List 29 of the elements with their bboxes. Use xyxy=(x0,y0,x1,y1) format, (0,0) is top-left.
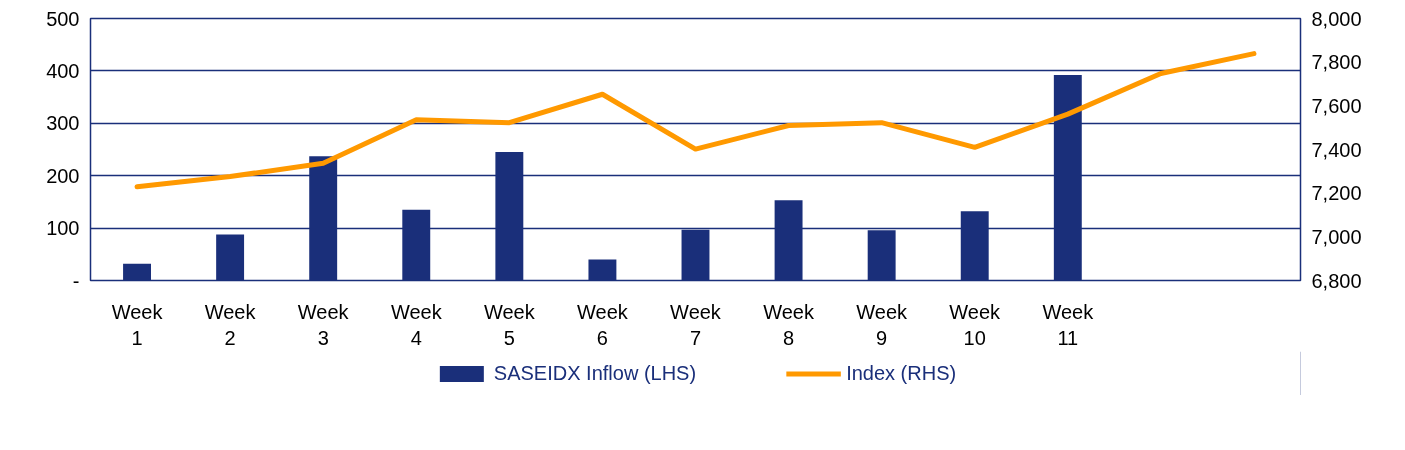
bar xyxy=(216,234,245,281)
y-tick-label: 500 xyxy=(46,7,80,30)
x-tick-label: Week 10 xyxy=(949,300,1002,349)
x-tick-label: Week 3 xyxy=(297,300,350,349)
y2-tick-label: 7,000 xyxy=(1311,225,1362,248)
y2-tick-label: 7,400 xyxy=(1311,138,1362,161)
y2-tick-label: 6,800 xyxy=(1311,269,1362,292)
y2-tick-label: 7,600 xyxy=(1311,94,1362,117)
x-tick-label: Week 11 xyxy=(1042,300,1095,349)
y-tick-label: 200 xyxy=(46,164,80,187)
x-tick-label: Week 5 xyxy=(483,300,536,349)
x-tick-label: Week 7 xyxy=(670,300,722,349)
x-tick-label: Week 1 xyxy=(111,300,164,349)
x-tick-label: Week 6 xyxy=(577,300,629,349)
y2-tick-label: 7,800 xyxy=(1311,51,1362,74)
x-tick-label: Week 9 xyxy=(856,300,909,349)
legend-label: Index (RHS) xyxy=(846,361,957,385)
x-tick-label: Week 2 xyxy=(204,300,257,349)
y-tick-label: - xyxy=(72,269,80,292)
legend-label: SASEIDX Inflow (LHS) xyxy=(493,361,697,385)
bar xyxy=(588,259,617,281)
y2-tick-label: 8,000 xyxy=(1311,7,1362,30)
bar xyxy=(123,263,151,281)
y-tick-label: 100 xyxy=(46,217,80,240)
y-tick-label: 300 xyxy=(46,112,80,135)
x-tick-label: Week 4 xyxy=(390,300,443,349)
y2-tick-label: 7,200 xyxy=(1311,182,1362,205)
x-tick-label: Week 8 xyxy=(763,300,815,349)
y-tick-label: 400 xyxy=(46,59,80,82)
